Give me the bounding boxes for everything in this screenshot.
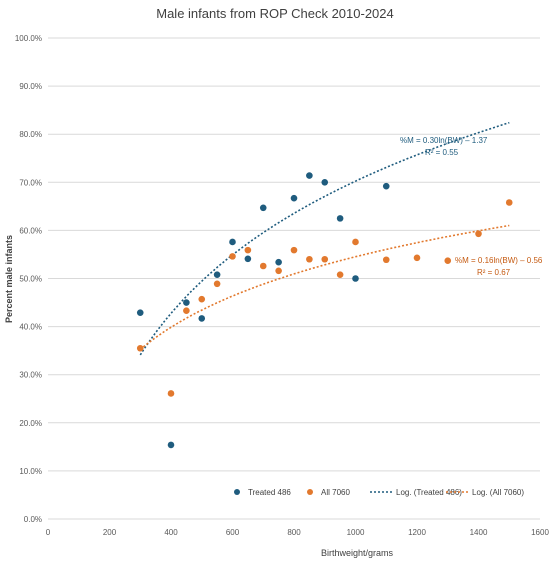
- x-tick-label: 1000: [347, 528, 365, 537]
- gridlines: [48, 37, 540, 520]
- point-treated: [321, 179, 329, 186]
- point-all: [244, 246, 252, 254]
- point-treated: [229, 238, 236, 246]
- point-all: [505, 199, 513, 206]
- point-all: [352, 238, 359, 246]
- point-all: [229, 253, 236, 260]
- y-tick-label: 80.0%: [19, 130, 42, 139]
- chart-title: Male infants from ROP Check 2010-2024: [156, 6, 394, 21]
- y-tick-label: 20.0%: [19, 419, 42, 428]
- y-tick-label: 10.0%: [19, 467, 42, 476]
- point-treated: [336, 215, 344, 222]
- point-all: [275, 267, 282, 275]
- point-all: [413, 254, 421, 262]
- legend-label-all: All 7060: [321, 488, 350, 497]
- legend-marker-treated: [234, 489, 240, 495]
- trendline-treated: [139, 121, 510, 356]
- point-treated: [382, 182, 390, 190]
- point-all: [382, 256, 390, 264]
- x-tick-labels: 0 200 400 600 800 1000 1200 1400 1600: [46, 528, 550, 537]
- x-axis-label: Birthweight/grams: [321, 548, 394, 558]
- point-all: [321, 255, 329, 263]
- point-all: [306, 255, 313, 263]
- point-all: [198, 295, 206, 303]
- x-tick-label: 0: [46, 528, 51, 537]
- legend-marker-all: [307, 489, 313, 495]
- y-tick-label: 90.0%: [19, 82, 42, 91]
- y-tick-label: 100.0%: [15, 34, 42, 43]
- point-all: [213, 280, 221, 288]
- point-all: [475, 230, 482, 238]
- point-treated: [213, 271, 221, 278]
- point-all: [183, 307, 190, 315]
- point-all: [336, 271, 344, 278]
- point-treated: [198, 315, 206, 322]
- trendline-all: [139, 224, 510, 351]
- trendlines: [139, 121, 510, 356]
- x-tick-label: 800: [287, 528, 301, 537]
- x-tick-label: 1400: [470, 528, 488, 537]
- point-all: [167, 390, 175, 397]
- all-trend-r2: R² = 0.67: [477, 268, 511, 277]
- x-tick-label: 200: [103, 528, 117, 537]
- y-tick-label: 30.0%: [19, 371, 42, 380]
- x-tick-label: 1600: [531, 528, 549, 537]
- point-treated: [244, 255, 252, 263]
- y-tick-label: 0.0%: [24, 515, 42, 524]
- legend-label-treated: Treated 486: [248, 488, 291, 497]
- legend-label-all-trend: Log. (All 7060): [472, 488, 524, 497]
- y-tick-label: 40.0%: [19, 323, 42, 332]
- point-all: [136, 344, 144, 352]
- all-trend-equation: %M = 0.16ln(BW) – 0.56: [455, 256, 543, 265]
- y-tick-label: 50.0%: [19, 275, 42, 284]
- point-treated: [306, 172, 313, 179]
- point-treated: [136, 309, 144, 316]
- point-all: [290, 246, 298, 254]
- y-axis-label: Percent male infants: [4, 235, 14, 323]
- data-points: [136, 172, 513, 449]
- point-treated: [290, 194, 298, 202]
- point-treated: [352, 275, 359, 282]
- y-tick-labels: 0.0% 10.0% 20.0% 30.0% 40.0% 50.0% 60.0% 70.0% 8…: [15, 34, 42, 524]
- treated-trend-r2: R² = 0.55: [425, 148, 459, 157]
- x-tick-label: 1200: [408, 528, 426, 537]
- point-treated: [275, 258, 282, 266]
- y-tick-label: 60.0%: [19, 226, 42, 235]
- x-tick-label: 600: [226, 528, 240, 537]
- point-treated: [183, 299, 190, 306]
- point-all: [259, 262, 267, 270]
- point-treated: [259, 204, 267, 212]
- x-tick-label: 400: [164, 528, 178, 537]
- legend: Treated 486 All 7060 Log. (Treated 486) …: [234, 488, 524, 497]
- legend-label-treated-trend: Log. (Treated 486): [396, 488, 462, 497]
- point-all: [444, 257, 452, 265]
- treated-trend-equation: %M = 0.30ln(BW) – 1.37: [400, 136, 488, 145]
- y-tick-label: 70.0%: [19, 178, 42, 187]
- point-treated: [167, 441, 175, 449]
